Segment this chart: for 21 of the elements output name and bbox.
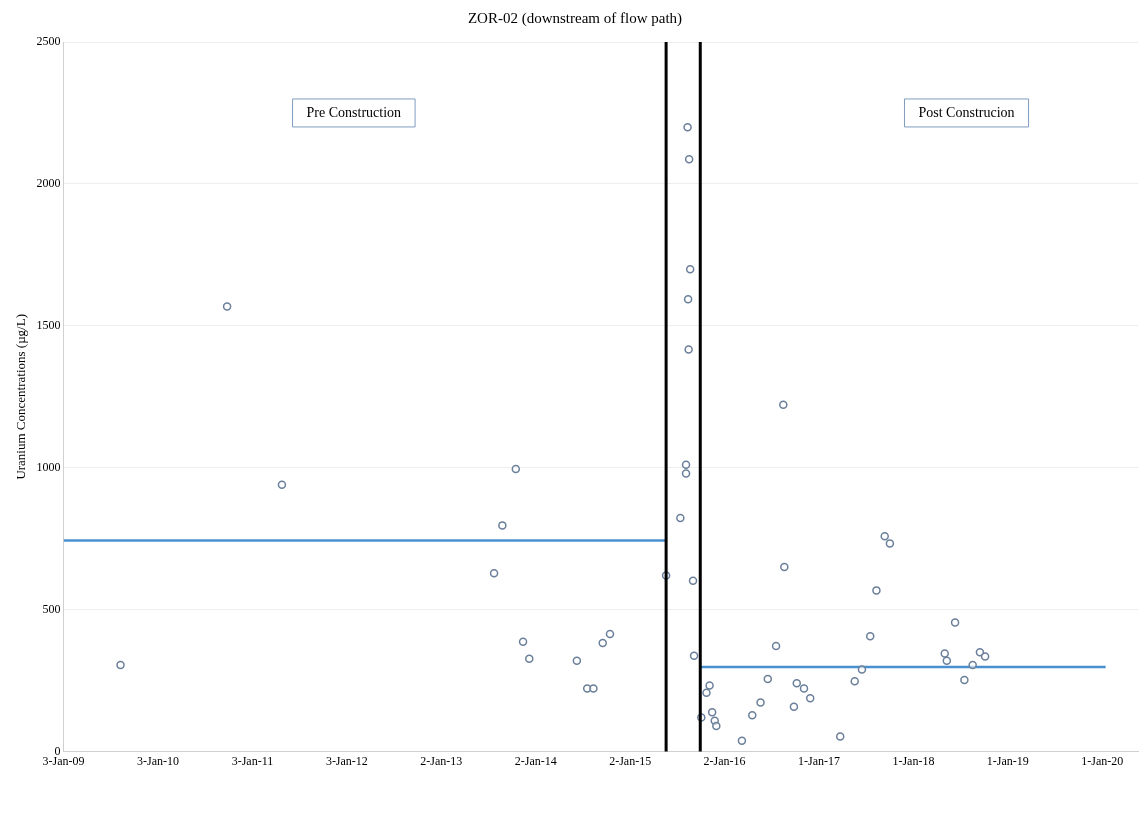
y-tick-label: 2000 bbox=[36, 176, 61, 191]
y-tick-label: 1000 bbox=[36, 459, 61, 474]
chart-title: ZOR-02 (downstream of flow path) bbox=[467, 9, 683, 27]
x-tick-label: 1-Jan-19 bbox=[986, 753, 1029, 768]
x-tick-label: 1-Jan-20 bbox=[1081, 753, 1124, 768]
x-tick-label: 2-Jan-13 bbox=[420, 753, 463, 768]
y-tick-label: 1500 bbox=[36, 318, 61, 332]
x-tick-label: 1-Jan-18 bbox=[892, 753, 935, 768]
y-tick-label: 500 bbox=[42, 601, 61, 616]
x-tick-label: 3-Jan-12 bbox=[325, 753, 368, 768]
x-tick-label: 2-Jan-16 bbox=[703, 753, 746, 768]
y-tick-label: 2500 bbox=[36, 34, 61, 49]
annotation: Post Construcion bbox=[918, 104, 1015, 120]
x-tick-label: 3-Jan-11 bbox=[231, 753, 274, 768]
x-tick-label: 3-Jan-10 bbox=[137, 753, 180, 768]
x-tick-label: 2-Jan-15 bbox=[609, 753, 652, 768]
x-tick-label: 1-Jan-17 bbox=[798, 753, 841, 768]
annotation: Pre Construction bbox=[306, 104, 402, 120]
y-axis-title: Uranium Concentrations (µg/L) bbox=[13, 313, 29, 480]
y-tick-label: 0 bbox=[54, 743, 61, 758]
x-tick-label: 2-Jan-14 bbox=[514, 753, 557, 768]
